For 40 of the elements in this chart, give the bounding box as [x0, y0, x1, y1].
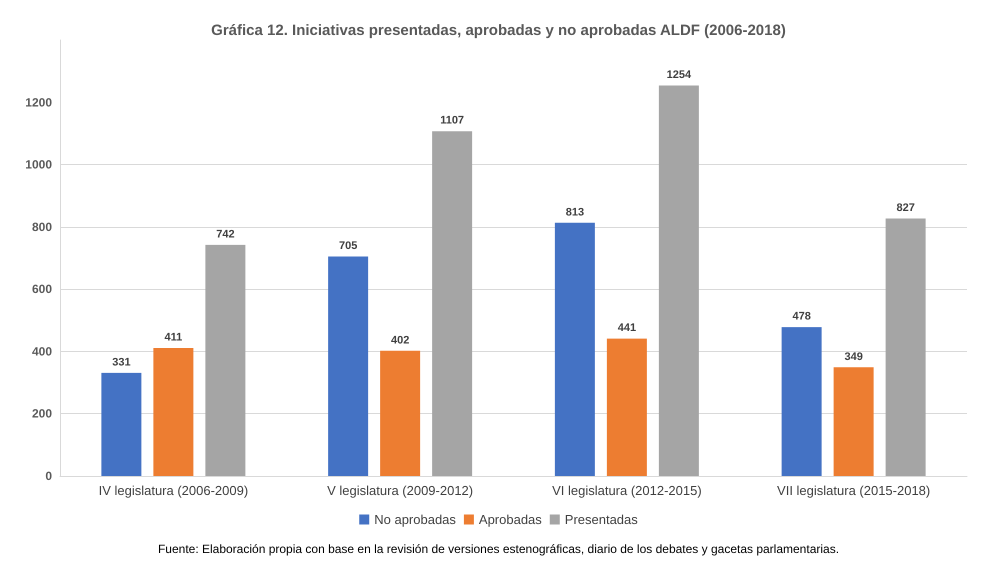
- data-label: 402: [390, 334, 410, 346]
- y-tick-label: 200: [32, 406, 52, 421]
- x-tick-label: VII legislatura (2015-2018): [777, 483, 930, 498]
- legend-label: No aprobadas: [374, 512, 456, 527]
- y-tick-label: 1000: [25, 158, 52, 172]
- bar: [380, 350, 420, 476]
- bar: [101, 372, 142, 476]
- data-label: 411: [164, 332, 182, 344]
- data-label: 1254: [666, 68, 692, 81]
- data-label: 441: [618, 322, 636, 334]
- y-tick-label: 600: [32, 282, 52, 296]
- legend-label: Aprobadas: [478, 512, 542, 527]
- y-tick-label: 0: [45, 469, 52, 483]
- bar: [328, 256, 368, 476]
- legend-label: Presentadas: [564, 512, 638, 527]
- bar: [834, 367, 874, 476]
- bar: [153, 348, 194, 476]
- bar: [205, 244, 246, 476]
- data-label: 331: [112, 356, 131, 368]
- bar: [782, 327, 822, 476]
- data-label: 705: [338, 240, 358, 252]
- chart-title: Gráfica 12. Iniciativas presentadas, aprobadas y no aprobadas ALDF (2006-2018): [211, 22, 786, 39]
- y-tick-label: 1200: [25, 95, 52, 110]
- source-note: Fuente: Elaboración propia con base en la revisión de versiones estenográficas, diario de los debates y gacetas parlamentarias.: [158, 542, 840, 556]
- data-label: 827: [896, 202, 915, 214]
- x-tick-label: VI legislatura (2012-2015): [552, 483, 702, 498]
- y-tick-label: 400: [32, 344, 52, 358]
- bar: [886, 218, 926, 476]
- data-label: 478: [792, 310, 811, 323]
- data-label: 349: [844, 350, 863, 363]
- data-label: 1107: [440, 114, 464, 127]
- bar: [606, 338, 647, 476]
- y-tick-label: 800: [32, 220, 52, 234]
- bar: [432, 131, 472, 476]
- x-tick-label: IV legislatura (2006-2009): [98, 483, 248, 498]
- bar: [658, 85, 699, 476]
- data-label: 742: [216, 228, 235, 240]
- x-tick-label: V legislatura (2009-2012): [327, 483, 474, 498]
- data-label: 813: [566, 206, 584, 218]
- bar: [554, 222, 595, 476]
